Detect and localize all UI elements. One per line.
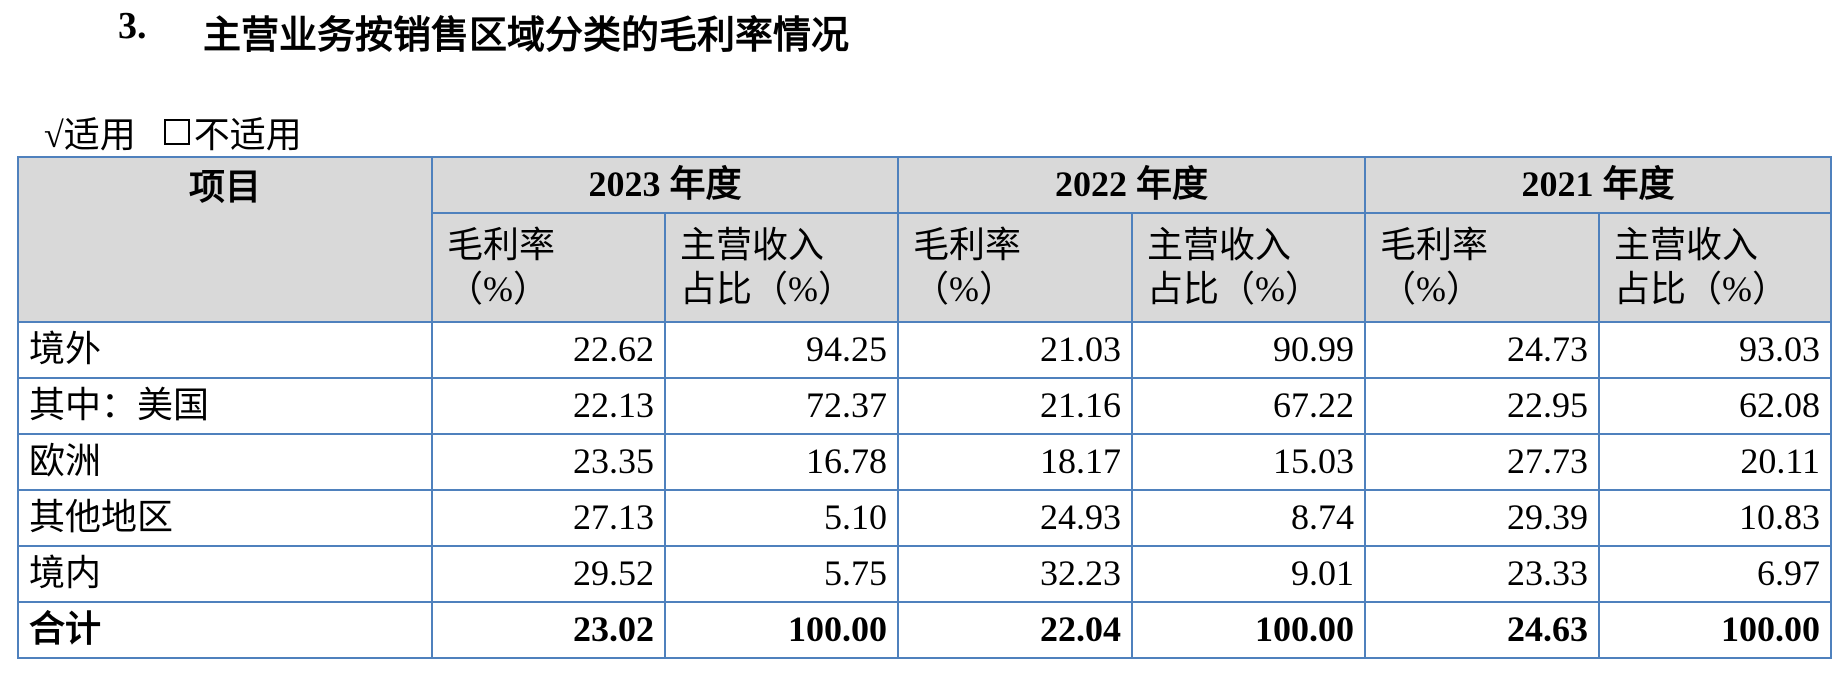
cell-value: 22.95 <box>1364 377 1600 435</box>
applicable: √适用 <box>44 115 136 155</box>
sub-header: 主营收入 占比（%） <box>664 212 899 323</box>
cell-value: 9.01 <box>1131 545 1366 603</box>
sub-header-line: （%） <box>1380 268 1482 309</box>
header-row: 项目 2023 年度 2022 年度 2021 年度 <box>17 156 1832 323</box>
cell-value: 72.37 <box>664 377 899 435</box>
cell-value: 29.52 <box>431 545 666 603</box>
sub-header-line: 占比（%） <box>680 268 854 309</box>
cell-value: 20.11 <box>1598 433 1832 491</box>
cell-value: 24.73 <box>1364 321 1600 379</box>
row-label: 其他地区 <box>17 489 433 547</box>
cell-value: 94.25 <box>664 321 899 379</box>
cell-value: 67.22 <box>1131 377 1366 435</box>
checkbox <box>163 119 190 145</box>
not-applicable: 不适用 <box>193 115 302 155</box>
item-header: 项目 <box>17 156 433 323</box>
year-header: 2021 年度 <box>1364 156 1832 214</box>
cell-value: 23.02 <box>431 601 666 659</box>
cell-value: 29.39 <box>1364 489 1600 547</box>
sub-header: 毛利率 （%） <box>431 212 666 323</box>
cell-value: 27.13 <box>431 489 666 547</box>
cell-value: 27.73 <box>1364 433 1600 491</box>
cell-value: 22.13 <box>431 377 666 435</box>
cell-value: 62.08 <box>1598 377 1832 435</box>
cell-value: 18.17 <box>897 433 1133 491</box>
data-row: 合计 23.02 100.00 22.04 100.00 24.63 100.00 <box>17 601 1832 659</box>
cell-value: 22.04 <box>897 601 1133 659</box>
cell-value: 24.93 <box>897 489 1133 547</box>
row-label: 其中：美国 <box>17 377 433 435</box>
cell-value: 90.99 <box>1131 321 1366 379</box>
applicability: √适用 不适用 <box>44 106 302 158</box>
cell-value: 23.33 <box>1364 545 1600 603</box>
row-label: 欧洲 <box>17 433 433 491</box>
cell-value: 8.74 <box>1131 489 1366 547</box>
cell-value: 5.10 <box>664 489 899 547</box>
row-label: 境外 <box>17 321 433 379</box>
sub-header: 主营收入 占比（%） <box>1598 212 1832 323</box>
row-label: 合计 <box>17 601 433 659</box>
cell-value: 23.35 <box>431 433 666 491</box>
header-row: 毛利率 （%） 主营收入 占比（%） 毛利率 （%） 主营收入 占比（%） 毛利率 （%） 主营收入… <box>18 212 1832 323</box>
sub-header: 毛利率 （%） <box>897 212 1133 323</box>
year-header: 2022 年度 <box>897 156 1366 214</box>
sub-header-line: 毛利率 <box>1380 225 1489 266</box>
sub-header-line: 占比（%） <box>1614 268 1788 309</box>
cell-value: 93.03 <box>1598 321 1832 379</box>
cell-value: 32.23 <box>897 545 1133 603</box>
sub-header-line: （%） <box>447 268 549 309</box>
sub-header-line: 主营收入 <box>1147 225 1292 266</box>
sub-header-line: 主营收入 <box>680 225 825 266</box>
sub-header-line: （%） <box>913 268 1015 309</box>
cell-value: 21.16 <box>897 377 1133 435</box>
data-row: 欧洲 23.35 16.78 18.17 15.03 27.73 20.11 <box>17 433 1832 491</box>
cell-value: 16.78 <box>664 433 899 491</box>
cell-value: 5.75 <box>664 545 899 603</box>
heading-number: 3. <box>118 5 147 47</box>
sub-header-line: 毛利率 <box>913 225 1022 266</box>
cell-value: 22.62 <box>431 321 666 379</box>
cell-value: 10.83 <box>1598 489 1832 547</box>
table: 项目 2023 年度 2022 年度 2021 年度 毛利率 （%） 主营收入 占比（%） 毛利… <box>17 156 1832 659</box>
heading-text: 主营业务按销售区域分类的毛利率情况 <box>203 15 850 57</box>
cell-value: 100.00 <box>1131 601 1366 659</box>
data-row: 境外 22.62 94.25 21.03 90.99 24.73 93.03 <box>17 321 1832 379</box>
data-row: 境内 29.52 5.75 32.23 9.01 23.33 6.97 <box>17 545 1832 603</box>
cell-value: 24.63 <box>1364 601 1600 659</box>
sub-header: 毛利率 （%） <box>1364 212 1600 323</box>
data-row: 其中：美国 22.13 72.37 21.16 67.22 22.95 62.08 <box>17 377 1832 435</box>
year-header: 2023 年度 <box>431 156 899 214</box>
cell-value: 15.03 <box>1131 433 1366 491</box>
sub-header: 主营收入 占比（%） <box>1131 212 1366 323</box>
sub-header-line: 毛利率 <box>447 225 556 266</box>
cell-value: 6.97 <box>1598 545 1832 603</box>
sub-header-line: 占比（%） <box>1147 268 1321 309</box>
cell-value: 100.00 <box>664 601 899 659</box>
data-row: 其他地区 27.13 5.10 24.93 8.74 29.39 10.83 <box>17 489 1832 547</box>
row-label: 境内 <box>17 545 433 603</box>
cell-value: 100.00 <box>1598 601 1832 659</box>
cell-value: 21.03 <box>897 321 1133 379</box>
sub-header-line: 主营收入 <box>1614 225 1759 266</box>
